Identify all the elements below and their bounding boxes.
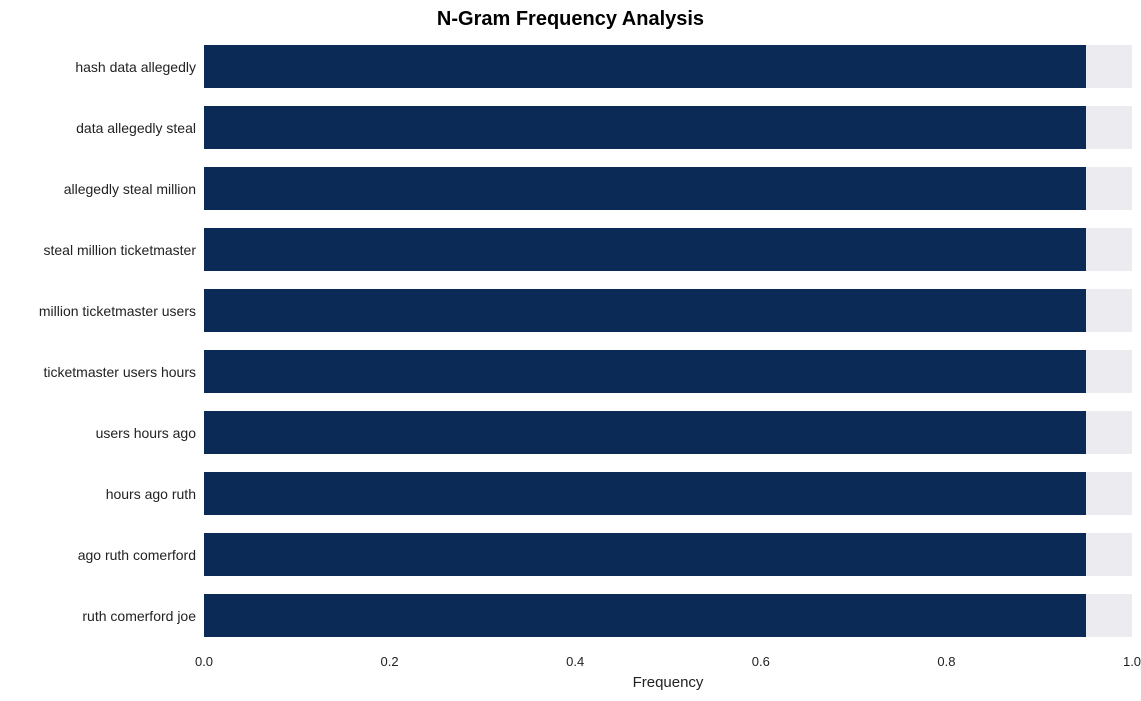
- bar: [204, 167, 1086, 211]
- x-tick-label: 0.6: [752, 654, 770, 669]
- x-gridline: [1132, 36, 1133, 646]
- x-tick-label: 0.4: [566, 654, 584, 669]
- ngram-chart: N-Gram Frequency Analysis Frequency hash…: [0, 0, 1141, 701]
- row-gap: [204, 271, 1132, 288]
- x-tick-label: 0.8: [937, 654, 955, 669]
- row-gap: [204, 454, 1132, 471]
- row-gap: [204, 149, 1132, 166]
- row-gap: [204, 36, 1132, 45]
- y-tick-label: data allegedly steal: [76, 120, 196, 136]
- bar: [204, 594, 1086, 638]
- row-gap: [204, 393, 1132, 410]
- y-tick-label: million ticketmaster users: [39, 303, 196, 319]
- bar: [204, 45, 1086, 89]
- y-tick-label: ticketmaster users hours: [44, 364, 197, 380]
- y-tick-label: allegedly steal million: [64, 181, 196, 197]
- row-gap: [204, 515, 1132, 532]
- row-gap: [204, 576, 1132, 593]
- chart-title: N-Gram Frequency Analysis: [0, 8, 1141, 31]
- y-tick-label: hours ago ruth: [106, 486, 196, 502]
- y-tick-label: users hours ago: [96, 425, 196, 441]
- row-gap: [204, 210, 1132, 227]
- plot-area: [204, 36, 1132, 646]
- bar: [204, 533, 1086, 577]
- x-tick-label: 0.2: [381, 654, 399, 669]
- y-tick-label: ruth comerford joe: [82, 608, 196, 624]
- x-axis-label: Frequency: [204, 674, 1132, 691]
- x-tick-label: 1.0: [1123, 654, 1141, 669]
- bar: [204, 472, 1086, 516]
- y-tick-label: hash data allegedly: [75, 59, 196, 75]
- row-gap: [204, 332, 1132, 349]
- y-tick-label: steal million ticketmaster: [44, 242, 197, 258]
- bar: [204, 228, 1086, 272]
- row-gap: [204, 637, 1132, 646]
- x-tick-label: 0.0: [195, 654, 213, 669]
- bar: [204, 350, 1086, 394]
- y-tick-label: ago ruth comerford: [78, 547, 196, 563]
- bar: [204, 411, 1086, 455]
- bar: [204, 106, 1086, 150]
- bar: [204, 289, 1086, 333]
- row-gap: [204, 88, 1132, 105]
